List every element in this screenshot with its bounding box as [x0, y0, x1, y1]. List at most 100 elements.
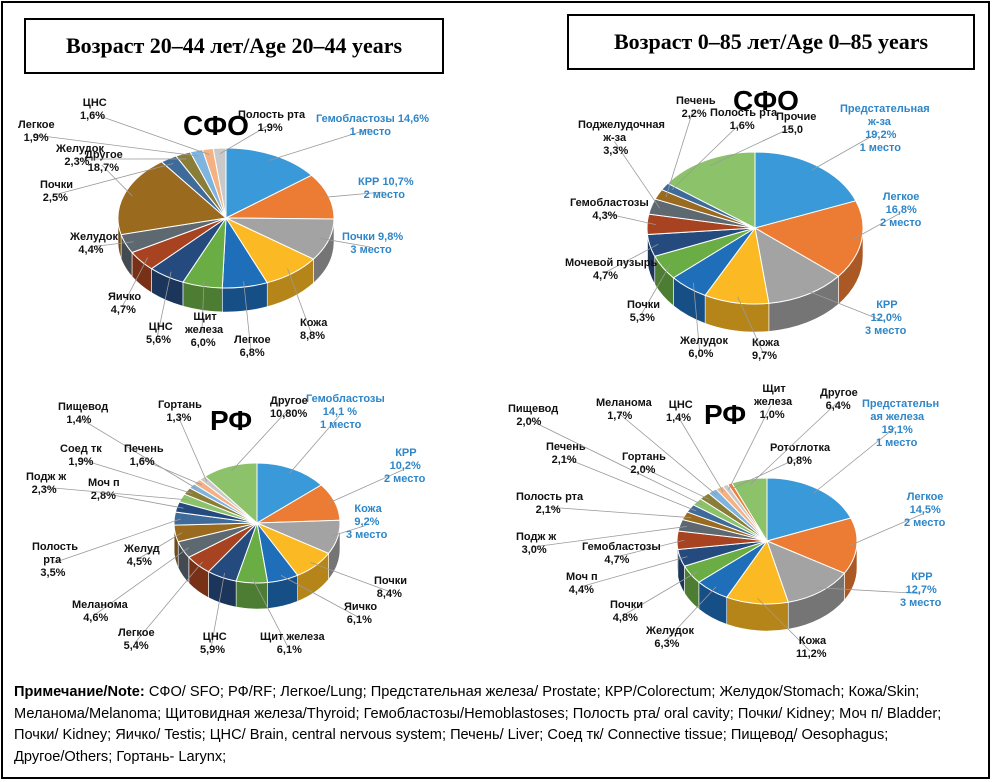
pie-slice: [204, 462, 258, 525]
pie-slice-label: Желудок 6,0%: [679, 335, 728, 360]
pie-slice-label: Легкое 1,9%: [18, 119, 55, 144]
pie-slice: [753, 200, 864, 277]
pie-slice-label: Мочевой пузырь 4,7%: [565, 257, 657, 282]
pie-leader-line: [604, 243, 659, 274]
pie-slice-label: Меланома 1,7%: [596, 397, 653, 422]
pie-leader-line: [618, 412, 717, 496]
pie-slice-label: Подж ж 3,0%: [516, 531, 556, 556]
pie-region-title: РФ: [704, 399, 746, 430]
pie-slice: [117, 161, 228, 236]
pie-leader-line: [210, 572, 225, 648]
pie-leader-line: [177, 414, 208, 482]
pie-slice-label: ЦНС 5,9%: [200, 631, 227, 656]
pie-slice-label: Почки 5,3%: [627, 299, 660, 324]
pie-region-title: СФО: [183, 110, 249, 141]
pie-slice-label: Подж ж 2,3%: [26, 471, 66, 496]
pie-leader-line: [42, 486, 188, 501]
pie-slice-label: Почки 8,4%: [374, 575, 407, 600]
pie-leader-line: [641, 466, 710, 500]
pie-leader-line: [34, 134, 199, 157]
pie-leader-line: [676, 414, 724, 493]
pie-slice-label: Желудок 2,3%: [55, 143, 104, 168]
pie-leader-line: [665, 110, 694, 198]
pie-leader-line: [671, 122, 742, 191]
pie-leader-line: [201, 280, 205, 334]
pie-chart-4: РФ Предстательн ая железа 19,1% 1 место Легко…: [508, 383, 946, 660]
pie-slice-label: Желудок 4,4%: [69, 231, 118, 256]
pie-slice-label: Гортань 1,3%: [158, 399, 202, 424]
pie-slice-label: Меланома 4,6%: [72, 599, 129, 624]
pie-slice-label: Гемобластозы 14,1 % 1 место: [306, 393, 385, 431]
footnote-text: СФО/ SFO; РФ/RF; Легкое/Lung; Предстател…: [14, 684, 942, 765]
pie-slice-label: Полость рта 1,9%: [238, 109, 306, 134]
pie-slice: [765, 517, 858, 574]
pie-slice-label: Кожа 9,2% 3 место: [346, 503, 388, 541]
pie-slice-label: Поджелудочная ж-за 3,3%: [578, 119, 665, 157]
pie-slice-label: КРР 12,7% 3 место: [900, 571, 942, 609]
pie-leader-line: [134, 561, 203, 644]
pie-leader-line: [156, 271, 172, 338]
title-right-age-0-85: Возраст 0–85 лет/Age 0–85 years: [567, 14, 975, 70]
pie-slice-label: КРР 10,7% 2 место: [358, 176, 414, 201]
footnote-label: Примечание/Note:: [14, 684, 145, 700]
pie-leader-line: [320, 237, 371, 248]
pie-slice-label: Почки 4,8%: [610, 599, 643, 624]
pie-slice-label: Кожа 8,8%: [300, 317, 328, 342]
pie-leader-line: [101, 164, 133, 197]
pie-leader-line: [615, 539, 685, 558]
pie-leader-line: [603, 212, 656, 225]
pie-leader-line: [231, 410, 288, 472]
pie-slice-label: ЦНС 5,6%: [146, 321, 173, 346]
pie-leader-line: [732, 457, 799, 489]
pie-slice-label: Печень 2,1%: [546, 441, 586, 466]
pie-slice-label: ЦНС 1,4%: [666, 399, 693, 424]
pie-leader-line: [121, 257, 149, 308]
pie-leader-line: [579, 556, 688, 588]
pie-slice-label: Пищевод 2,0%: [508, 403, 558, 428]
pie-slice-label: Легкое 6,8%: [234, 334, 271, 359]
pie-slice-label: Другое 10,80%: [270, 395, 308, 420]
pie-slice-label: Предстательн ая железа 19,1% 1 место: [862, 398, 939, 449]
pie-leader-line: [77, 416, 198, 490]
pie-leader-line: [750, 402, 838, 485]
pie-chart-1: СФО Гемобластозы 14,6% 1 место КРР 10,7% 2 м…: [18, 97, 429, 359]
pie-leader-line: [243, 281, 252, 351]
pie-slice-label: Желудок 6,3%: [645, 625, 694, 650]
pie-slice-label: Гемобластозы 4,7%: [582, 541, 661, 566]
pie-leader-line: [269, 128, 370, 161]
pie-chart-3: РФ Гемобластозы 14,1 % 1 место КРР 10,2% 2 мес…: [26, 393, 426, 656]
pie-leader-line: [89, 241, 134, 248]
pie-leader-line: [532, 526, 687, 548]
pie-leader-line: [320, 191, 384, 199]
pie-slice-label: Кожа 9,7%: [752, 337, 780, 362]
pie-slice-label: Желуд 4,5%: [123, 543, 160, 568]
pie-slice-label: Почки 2,5%: [40, 179, 73, 204]
pie-slice-label: Моч п 2,8%: [88, 477, 120, 502]
pie-slice-label: ЦНС 1,6%: [80, 97, 107, 122]
pie-slice-label: КРР 12,0% 3 место: [865, 299, 907, 337]
pie-region-title: СФО: [733, 85, 799, 116]
pie-slice-label: Щит железа 1,0%: [753, 383, 793, 421]
pie-leader-line: [289, 415, 340, 474]
pie-leader-line: [849, 513, 924, 547]
pie-slice: [766, 540, 846, 603]
pie-region-title: РФ: [210, 405, 252, 436]
pie-slice-label: Предстательная ж-за 19,2% 1 место: [840, 103, 930, 154]
pie-leader-line: [709, 126, 793, 167]
pie-leader-line: [546, 506, 692, 519]
pie-slice-label: Моч п 4,4%: [566, 571, 598, 596]
pie-slice-label: КРР 10,2% 2 место: [384, 447, 426, 485]
pie-slice-label: Полость рта 2,1%: [516, 491, 584, 516]
pie-leader-line: [91, 112, 210, 155]
pie-slice-label: Легкое 5,4%: [118, 627, 155, 652]
pie-leader-line: [640, 264, 671, 316]
pie-slice-label: Пищевод 1,4%: [58, 401, 108, 426]
pie-leader-line: [562, 456, 697, 512]
pie-slice-label: Прочие 15,0: [776, 111, 816, 136]
pie-slice-label: Легкое 16,8% 2 место: [880, 191, 922, 229]
pie-slice: [754, 227, 840, 304]
pie-charts: СФО Гемобластозы 14,6% 1 место КРР 10,7% 2 м…: [18, 85, 946, 660]
pie-slice-label: Легкое 14,5% 2 место: [904, 491, 946, 529]
pie-leader-line: [280, 575, 359, 618]
